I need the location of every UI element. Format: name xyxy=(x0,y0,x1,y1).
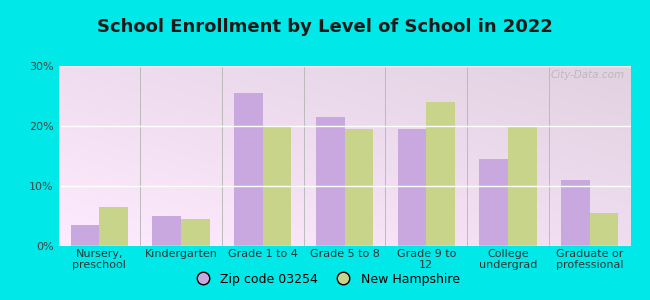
Bar xyxy=(426,102,455,246)
Bar xyxy=(99,207,128,246)
Text: City-Data.com: City-Data.com xyxy=(551,70,625,80)
Text: School Enrollment by Level of School in 2022: School Enrollment by Level of School in … xyxy=(97,18,553,36)
Bar xyxy=(316,117,344,246)
Bar xyxy=(508,126,536,246)
Bar xyxy=(561,180,590,246)
Bar xyxy=(590,213,618,246)
Legend: Zip code 03254, New Hampshire: Zip code 03254, New Hampshire xyxy=(185,268,465,291)
Bar xyxy=(153,216,181,246)
Bar xyxy=(181,219,210,246)
Bar xyxy=(71,225,99,246)
Bar xyxy=(479,159,508,246)
Bar xyxy=(234,93,263,246)
Bar xyxy=(263,126,291,246)
Bar xyxy=(398,129,426,246)
Bar xyxy=(344,129,373,246)
